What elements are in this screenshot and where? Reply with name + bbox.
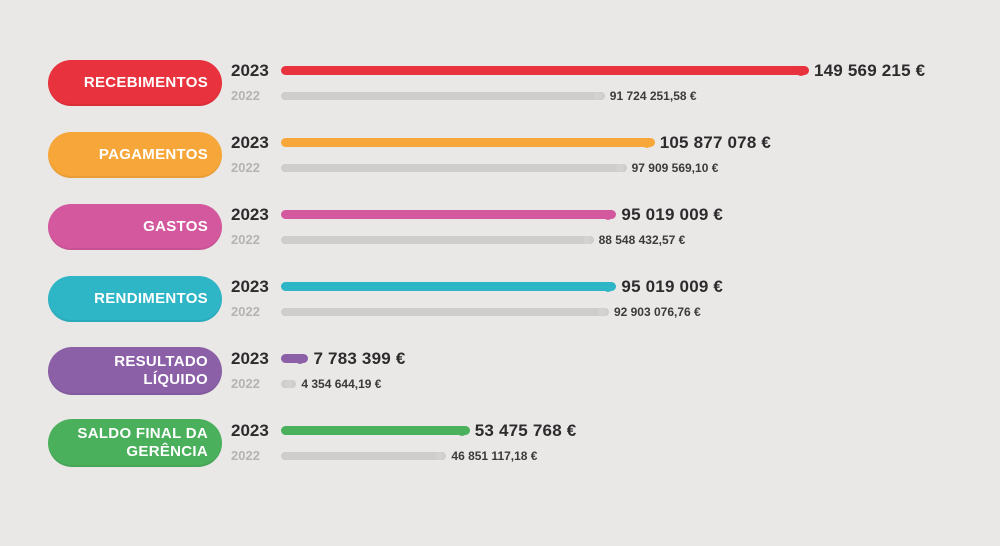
category-pill-recebimentos: RECEBIMENTOS: [48, 60, 222, 106]
value-2022: 88 548 432,57 €: [598, 232, 686, 247]
bar-group: 2023 95 019 009 € 2022 88 548 432,57 €: [231, 202, 723, 252]
year-label-2023: 2023: [231, 348, 269, 368]
bar-group: 2023 149 569 215 € 2022 91 724 251,58 €: [231, 58, 925, 108]
bar-marker-2022: [615, 163, 624, 172]
bar-group: 2023 105 877 078 € 2022 97 909 569,10 €: [231, 130, 771, 180]
category-pill-gastos: GASTOS: [48, 204, 222, 250]
category-pill-rendimentos: RENDIMENTOS: [48, 276, 222, 322]
chart-row-gastos: GASTOS 2023 95 019 009 € 2022 88 548 432…: [48, 191, 1000, 263]
value-2023: 95 019 009 €: [621, 204, 724, 224]
bar-marker-2022: [435, 451, 444, 460]
value-2023: 149 569 215 €: [814, 60, 926, 80]
bar-line-2023: 2023 53 475 768 €: [231, 418, 576, 443]
category-pill-pagamentos: PAGAMENTOS: [48, 132, 222, 178]
chart-row-saldo-final: SALDO FINAL DA GERÊNCIA 2023 53 475 768 …: [48, 407, 1000, 479]
bar-marker-2022: [593, 91, 602, 100]
bar-fill-2023: [281, 282, 617, 291]
bar-fill-2023: [281, 210, 617, 219]
value-2022: 4 354 644,19 €: [301, 376, 382, 391]
value-2022: 92 903 076,76 €: [613, 304, 701, 319]
bar-group: 2023 53 475 768 € 2022 46 851 117,18 €: [231, 418, 576, 468]
value-2022: 91 724 251,58 €: [609, 88, 697, 103]
category-pill-saldo-final: SALDO FINAL DA GERÊNCIA: [48, 419, 222, 467]
bar-marker-2022: [597, 307, 606, 316]
bar-fill-2023: [281, 66, 809, 75]
bar-fill-2023: [281, 138, 655, 147]
bar-line-2022: 2022 4 354 644,19 €: [231, 371, 405, 396]
category-label: RECEBIMENTOS: [83, 74, 208, 91]
bar-line-2023: 2023 105 877 078 €: [231, 130, 771, 155]
bar-line-2022: 2022 88 548 432,57 €: [231, 227, 723, 252]
year-label-2022: 2022: [231, 376, 260, 391]
bar-fill-2022: [281, 307, 609, 316]
year-label-2022: 2022: [231, 304, 260, 319]
bar-fill-2023: [281, 426, 470, 435]
year-label-2022: 2022: [231, 88, 260, 103]
year-label-2022: 2022: [231, 448, 260, 463]
value-2023: 53 475 768 €: [474, 420, 577, 440]
bar-marker-2023: [456, 425, 467, 436]
year-label-2023: 2023: [231, 420, 269, 440]
bar-fill-2022: [281, 235, 594, 244]
value-2023: 7 783 399 €: [313, 348, 406, 368]
year-label-2023: 2023: [231, 60, 269, 80]
category-label: PAGAMENTOS: [98, 146, 208, 163]
category-label: RESULTADO LÍQUIDO: [114, 353, 208, 388]
bar-line-2022: 2022 46 851 117,18 €: [231, 443, 576, 468]
bar-marker-2023: [796, 65, 806, 76]
bar-marker-2023: [603, 281, 614, 292]
bar-marker-2022: [582, 235, 591, 244]
value-2022: 97 909 569,10 €: [631, 160, 719, 175]
year-label-2022: 2022: [231, 160, 260, 175]
value-2023: 95 019 009 €: [621, 276, 724, 296]
category-label: SALDO FINAL DA GERÊNCIA: [77, 425, 208, 460]
financial-bar-chart: RECEBIMENTOS 2023 149 569 215 € 2022 91 …: [48, 47, 1000, 479]
bar-line-2023: 2023 7 783 399 €: [231, 346, 405, 371]
category-pill-resultado-liquido: RESULTADO LÍQUIDO: [48, 347, 222, 395]
chart-row-rendimentos: RENDIMENTOS 2023 95 019 009 € 2022 92 90…: [48, 263, 1000, 335]
chart-row-pagamentos: PAGAMENTOS 2023 105 877 078 € 2022 97 90…: [48, 119, 1000, 191]
bar-marker-2023: [641, 137, 652, 148]
bar-line-2023: 2023 95 019 009 €: [231, 202, 723, 227]
bar-group: 2023 95 019 009 € 2022 92 903 076,76 €: [231, 274, 723, 324]
category-label: RENDIMENTOS: [94, 290, 208, 307]
bar-line-2022: 2022 97 909 569,10 €: [231, 155, 771, 180]
bar-fill-2023: [281, 354, 309, 363]
bar-marker-2023: [295, 353, 306, 364]
year-label-2022: 2022: [231, 232, 260, 247]
bar-marker-2023: [603, 209, 614, 220]
bar-fill-2022: [281, 163, 627, 172]
value-2023: 105 877 078 €: [659, 132, 772, 152]
category-label: GASTOS: [143, 218, 208, 235]
bar-marker-2022: [285, 379, 294, 388]
year-label-2023: 2023: [231, 276, 269, 296]
bar-line-2023: 2023 149 569 215 €: [231, 58, 925, 83]
bar-fill-2022: [281, 451, 447, 460]
bar-line-2022: 2022 92 903 076,76 €: [231, 299, 723, 324]
chart-row-resultado-liquido: RESULTADO LÍQUIDO 2023 7 783 399 € 2022 …: [48, 335, 1000, 407]
year-label-2023: 2023: [231, 204, 269, 224]
year-label-2023: 2023: [231, 132, 269, 152]
value-2022: 46 851 117,18 €: [451, 448, 538, 463]
bar-line-2023: 2023 95 019 009 €: [231, 274, 723, 299]
chart-row-recebimentos: RECEBIMENTOS 2023 149 569 215 € 2022 91 …: [48, 47, 1000, 119]
bar-fill-2022: [281, 91, 605, 100]
bar-line-2022: 2022 91 724 251,58 €: [231, 83, 925, 108]
bar-group: 2023 7 783 399 € 2022 4 354 644,19 €: [231, 346, 405, 396]
